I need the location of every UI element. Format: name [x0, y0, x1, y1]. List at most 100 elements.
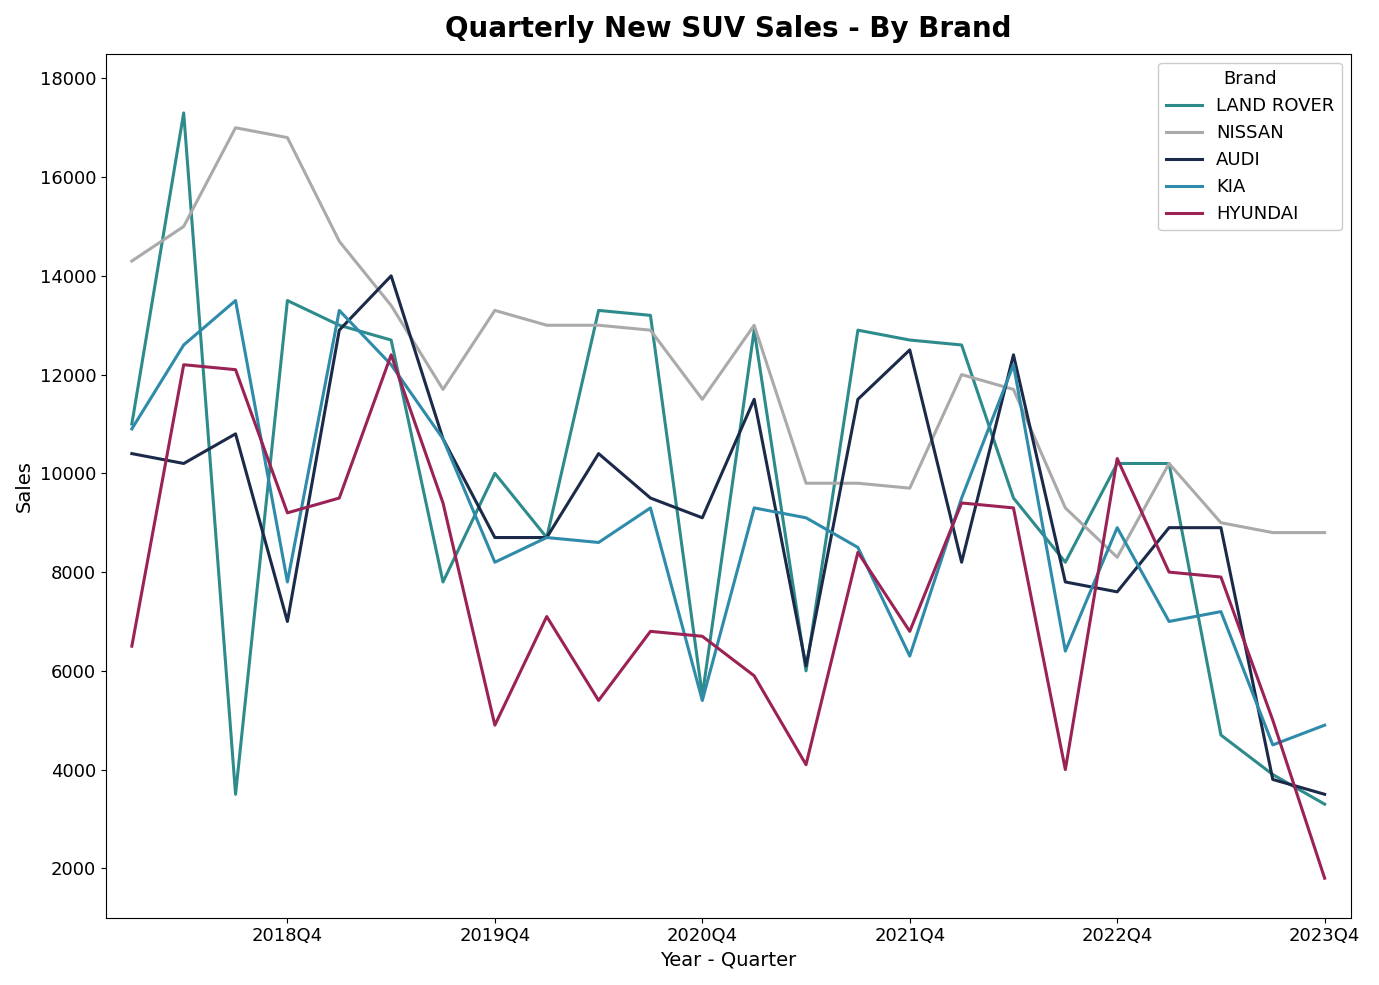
NISSAN: [902, 483, 918, 494]
HYUNDAI: [487, 719, 503, 731]
LAND ROVER: [694, 690, 710, 701]
NISSAN: [590, 319, 607, 331]
AUDI: [590, 448, 607, 460]
NISSAN: [1317, 527, 1333, 539]
KIA: [643, 502, 659, 514]
NISSAN: [124, 255, 141, 267]
NISSAN: [694, 393, 710, 405]
HYUNDAI: [1265, 714, 1281, 726]
NISSAN: [434, 383, 451, 395]
LAND ROVER: [487, 468, 503, 480]
LAND ROVER: [1109, 458, 1125, 470]
KIA: [487, 557, 503, 568]
AUDI: [331, 324, 348, 336]
KIA: [331, 304, 348, 316]
KIA: [175, 339, 192, 351]
KIA: [383, 359, 400, 370]
HYUNDAI: [331, 492, 348, 504]
NISSAN: [487, 304, 503, 316]
NISSAN: [538, 319, 554, 331]
AUDI: [953, 557, 969, 568]
HYUNDAI: [746, 670, 763, 682]
HYUNDAI: [953, 497, 969, 509]
HYUNDAI: [175, 359, 192, 370]
AUDI: [124, 448, 141, 460]
LAND ROVER: [902, 334, 918, 346]
KIA: [124, 423, 141, 434]
HYUNDAI: [1058, 763, 1074, 775]
KIA: [798, 512, 815, 524]
LAND ROVER: [1161, 458, 1178, 470]
HYUNDAI: [643, 625, 659, 637]
AUDI: [228, 427, 244, 439]
NISSAN: [1161, 458, 1178, 470]
LAND ROVER: [953, 339, 969, 351]
HYUNDAI: [798, 758, 815, 770]
KIA: [1005, 359, 1022, 370]
NISSAN: [1109, 552, 1125, 563]
Title: Quarterly New SUV Sales - By Brand: Quarterly New SUV Sales - By Brand: [445, 15, 1011, 43]
HYUNDAI: [383, 349, 400, 361]
LAND ROVER: [798, 665, 815, 677]
Y-axis label: Sales: Sales: [15, 460, 34, 511]
KIA: [538, 532, 554, 544]
KIA: [1212, 606, 1229, 618]
NISSAN: [1058, 502, 1074, 514]
AUDI: [1109, 586, 1125, 598]
LAND ROVER: [383, 334, 400, 346]
HYUNDAI: [590, 694, 607, 706]
HYUNDAI: [1109, 453, 1125, 465]
AUDI: [798, 660, 815, 672]
KIA: [849, 542, 866, 554]
NISSAN: [953, 368, 969, 380]
AUDI: [1265, 773, 1281, 785]
NISSAN: [643, 324, 659, 336]
AUDI: [1161, 522, 1178, 534]
KIA: [590, 537, 607, 549]
LAND ROVER: [124, 418, 141, 429]
NISSAN: [383, 299, 400, 311]
NISSAN: [849, 478, 866, 490]
HYUNDAI: [849, 547, 866, 558]
NISSAN: [1212, 517, 1229, 529]
HYUNDAI: [1005, 502, 1022, 514]
NISSAN: [1265, 527, 1281, 539]
AUDI: [434, 432, 451, 444]
AUDI: [902, 344, 918, 356]
Line: KIA: KIA: [132, 300, 1325, 745]
AUDI: [746, 393, 763, 405]
AUDI: [1058, 576, 1074, 588]
KIA: [694, 694, 710, 706]
AUDI: [643, 492, 659, 504]
KIA: [1109, 522, 1125, 534]
KIA: [1058, 645, 1074, 657]
LAND ROVER: [1265, 768, 1281, 780]
AUDI: [538, 532, 554, 544]
AUDI: [279, 616, 295, 627]
Line: NISSAN: NISSAN: [132, 128, 1325, 558]
NISSAN: [798, 478, 815, 490]
Line: AUDI: AUDI: [132, 276, 1325, 794]
LAND ROVER: [746, 324, 763, 336]
NISSAN: [279, 132, 295, 144]
KIA: [1317, 719, 1333, 731]
KIA: [902, 650, 918, 662]
LAND ROVER: [175, 107, 192, 119]
LAND ROVER: [1058, 557, 1074, 568]
AUDI: [487, 532, 503, 544]
NISSAN: [331, 235, 348, 247]
LAND ROVER: [434, 576, 451, 588]
NISSAN: [175, 221, 192, 232]
AUDI: [1005, 349, 1022, 361]
LAND ROVER: [1005, 492, 1022, 504]
HYUNDAI: [902, 625, 918, 637]
KIA: [434, 432, 451, 444]
LAND ROVER: [228, 788, 244, 800]
LAND ROVER: [849, 324, 866, 336]
Line: LAND ROVER: LAND ROVER: [132, 113, 1325, 804]
LAND ROVER: [1317, 798, 1333, 810]
X-axis label: Year - Quarter: Year - Quarter: [661, 951, 796, 970]
LAND ROVER: [538, 532, 554, 544]
NISSAN: [1005, 383, 1022, 395]
HYUNDAI: [228, 363, 244, 375]
